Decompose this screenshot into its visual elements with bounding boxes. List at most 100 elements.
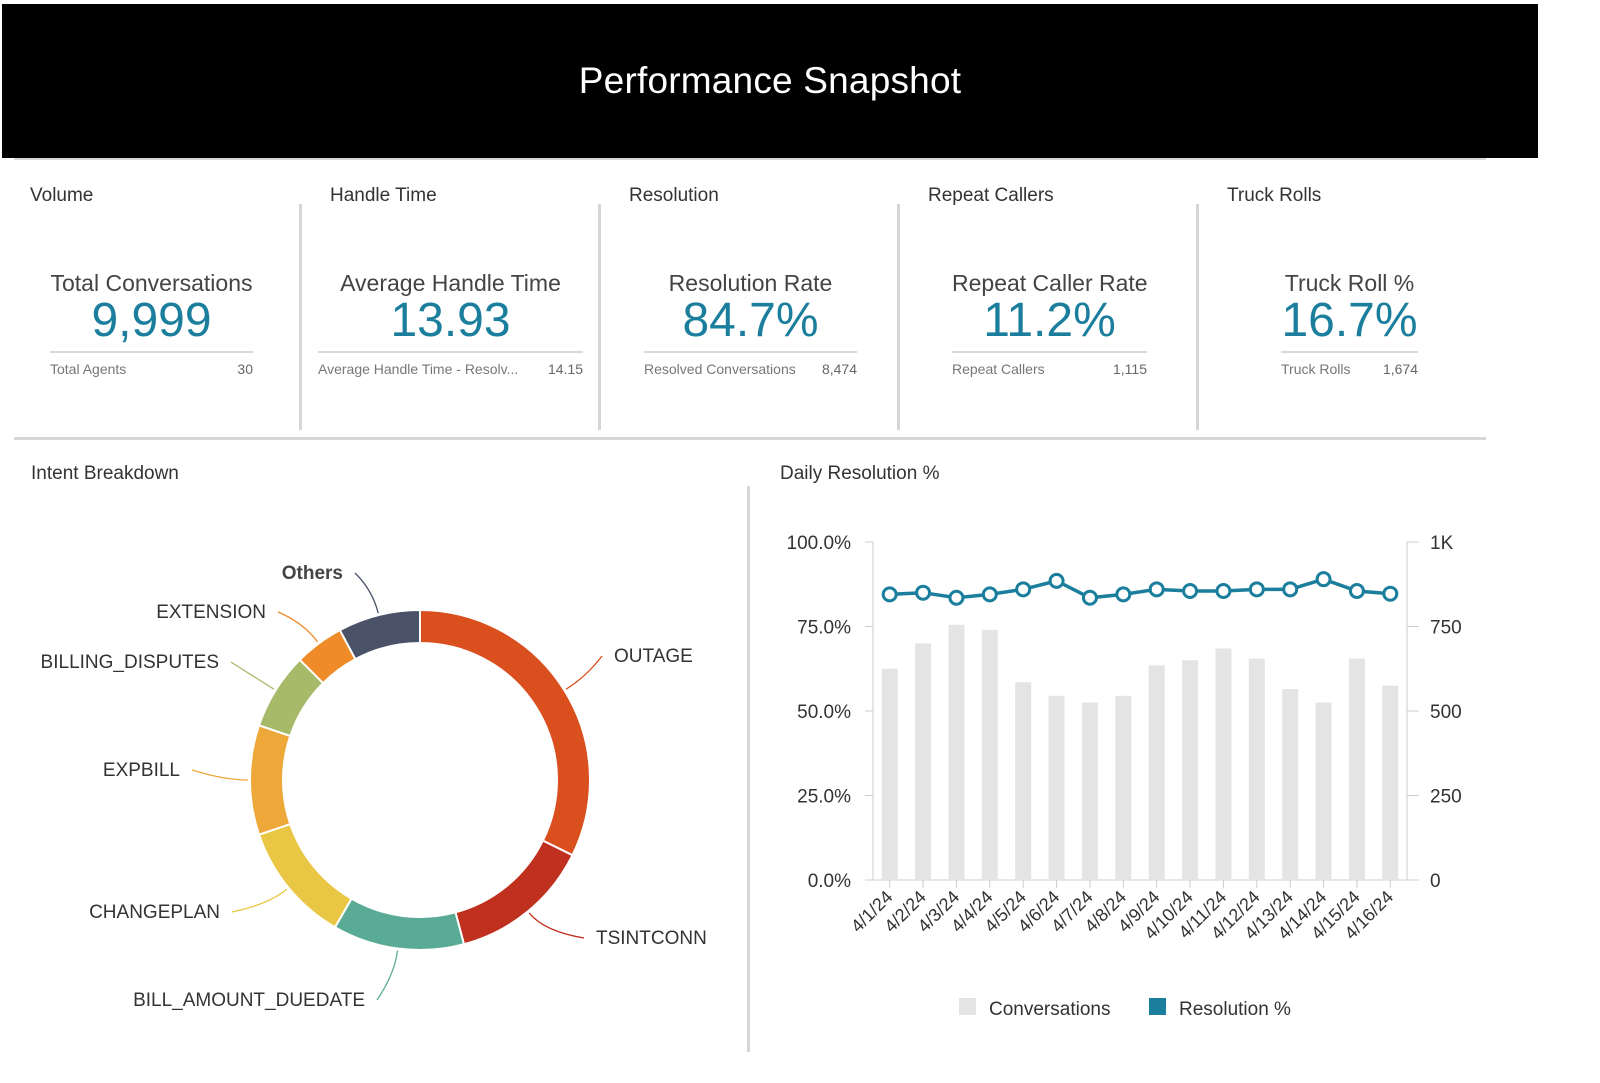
donut-leader-line xyxy=(528,912,585,939)
donut-label-others: Others xyxy=(282,563,343,584)
kpi-value: 13.93 xyxy=(390,294,511,347)
kpi-sub-value: 30 xyxy=(237,361,253,377)
kpi-label: Repeat Caller Rate xyxy=(952,270,1148,296)
donut-slice-outage[interactable] xyxy=(419,608,591,857)
left-tick-label: 0.0% xyxy=(808,871,851,892)
donut-slice-tsintconn[interactable] xyxy=(454,839,574,946)
legend-swatch xyxy=(959,998,976,1015)
kpi-section-title: Resolution xyxy=(629,185,719,206)
conversations-bar[interactable] xyxy=(1248,658,1265,880)
conversations-bar[interactable] xyxy=(1382,685,1399,880)
donut-label-extension: EXTENSION xyxy=(156,602,266,623)
legend-label[interactable]: Resolution % xyxy=(1179,999,1291,1020)
kpi-section-title: Handle Time xyxy=(330,185,437,206)
resolution-point[interactable] xyxy=(1348,583,1365,600)
resolution-point[interactable] xyxy=(1182,583,1199,600)
resolution-point[interactable] xyxy=(981,586,998,603)
right-tick-label: 250 xyxy=(1430,787,1462,808)
kpi-sub-row: Truck Rolls 1,674 xyxy=(1281,361,1418,377)
donut-leader-line xyxy=(230,661,275,690)
kpi-label: Total Conversations xyxy=(50,270,253,296)
kpi-metric: Total Conversations 9,999 Total Agents 3… xyxy=(50,270,253,377)
kpi-card-volume: Volume Total Conversations 9,999 Total A… xyxy=(0,160,305,445)
resolution-point[interactable] xyxy=(1015,581,1032,598)
kpi-divider xyxy=(14,437,1486,440)
resolution-point[interactable] xyxy=(1282,581,1299,598)
kpi-label: Average Handle Time xyxy=(340,270,561,296)
donut-leader-line xyxy=(376,950,399,1001)
kpi-sub-value: 1,115 xyxy=(1113,361,1147,377)
donut-slice-expbill[interactable] xyxy=(249,724,292,836)
right-tick-label: 500 xyxy=(1430,702,1462,723)
donut-leader-line xyxy=(231,888,288,913)
resolution-point[interactable] xyxy=(1315,571,1332,588)
conversations-bar[interactable] xyxy=(1282,689,1299,880)
conversations-bar[interactable] xyxy=(981,629,998,880)
kpi-label: Resolution Rate xyxy=(668,270,833,296)
kpi-rule xyxy=(50,351,253,353)
resolution-point[interactable] xyxy=(915,584,932,601)
conversations-bar[interactable] xyxy=(915,643,932,880)
kpi-sub-value: 8,474 xyxy=(821,361,857,377)
panel-separator xyxy=(747,486,750,1052)
kpi-sub-label: Repeat Callers xyxy=(952,361,1045,377)
kpi-card-resolution: Resolution Resolution Rate 84.7% Resolve… xyxy=(599,160,904,445)
kpi-sub-value: 14.15 xyxy=(547,361,583,377)
resolution-point[interactable] xyxy=(1148,581,1165,598)
right-tick-label: 750 xyxy=(1430,618,1462,639)
intent-breakdown-title: Intent Breakdown xyxy=(31,463,179,484)
conversations-bar[interactable] xyxy=(1215,648,1232,880)
donut-slice-others[interactable] xyxy=(338,608,421,661)
kpi-sub-row: Total Agents 30 xyxy=(50,361,253,377)
resolution-point[interactable] xyxy=(1382,585,1399,602)
kpi-card-handle-time: Handle Time Average Handle Time 13.93 Av… xyxy=(300,160,605,445)
resolution-point[interactable] xyxy=(1115,586,1132,603)
kpi-separator-3 xyxy=(897,204,900,430)
kpi-rule xyxy=(318,351,583,353)
resolution-point[interactable] xyxy=(1048,572,1065,589)
kpi-sub-label: Truck Rolls xyxy=(1281,361,1351,377)
legend-label[interactable]: Conversations xyxy=(989,999,1110,1020)
kpi-sub-row: Resolved Conversations 8,474 xyxy=(644,361,857,377)
kpi-sub-value: 1,674 xyxy=(1382,361,1418,377)
dashboard-header: Performance Snapshot xyxy=(2,4,1538,158)
donut-leader-line xyxy=(277,611,319,643)
daily-resolution-title: Daily Resolution % xyxy=(780,463,940,484)
kpi-separator-1 xyxy=(299,204,302,430)
kpi-separator-4 xyxy=(1196,204,1199,430)
conversations-bar[interactable] xyxy=(1081,702,1098,880)
resolution-point[interactable] xyxy=(1248,581,1265,598)
resolution-point[interactable] xyxy=(948,589,965,606)
kpi-section-title: Truck Rolls xyxy=(1227,185,1322,206)
resolution-point[interactable] xyxy=(1215,583,1232,600)
donut-slice-changeplan[interactable] xyxy=(257,822,353,929)
conversations-bar[interactable] xyxy=(1348,658,1365,880)
conversations-bar[interactable] xyxy=(1015,682,1032,880)
donut-label-outage: OUTAGE xyxy=(614,646,693,667)
kpi-card-truck-rolls: Truck Rolls Truck Roll % 16.7% Truck Rol… xyxy=(1197,160,1502,445)
header-divider xyxy=(14,158,1486,160)
donut-leader-line xyxy=(565,655,603,690)
kpi-card-repeat-callers: Repeat Callers Repeat Caller Rate 11.2% … xyxy=(898,160,1203,445)
conversations-bar[interactable] xyxy=(948,624,965,880)
left-tick-label: 100.0% xyxy=(787,533,852,554)
kpi-value: 84.7% xyxy=(682,294,819,347)
donut-slice-bill-amount-duedate[interactable] xyxy=(333,897,466,951)
resolution-point[interactable] xyxy=(1081,589,1098,606)
left-tick-label: 50.0% xyxy=(797,702,851,723)
kpi-sub-label: Total Agents xyxy=(50,361,127,377)
conversations-bar[interactable] xyxy=(1148,665,1165,880)
conversations-bar[interactable] xyxy=(1115,695,1132,880)
kpi-value: 16.7% xyxy=(1281,294,1418,347)
kpi-label: Truck Roll % xyxy=(1284,270,1415,296)
conversations-bar[interactable] xyxy=(1048,695,1065,880)
donut-label-expbill: EXPBILL xyxy=(103,760,180,781)
kpi-sub-row: Repeat Callers 1,115 xyxy=(952,361,1147,377)
page-title: Performance Snapshot xyxy=(578,60,962,101)
conversations-bar[interactable] xyxy=(881,668,898,880)
conversations-bar[interactable] xyxy=(1182,660,1199,880)
kpi-rule xyxy=(1281,351,1418,353)
legend-swatch xyxy=(1149,998,1166,1015)
resolution-point[interactable] xyxy=(881,586,898,603)
conversations-bar[interactable] xyxy=(1315,702,1332,880)
